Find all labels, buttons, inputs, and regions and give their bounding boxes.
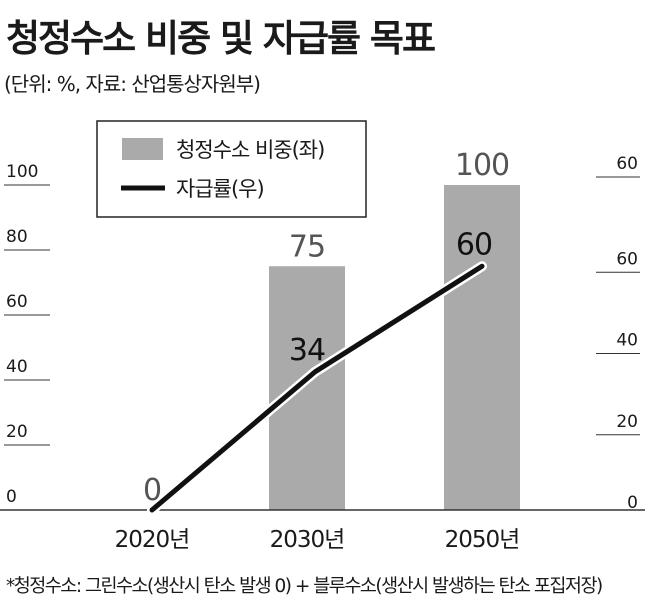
line-series	[147, 261, 487, 515]
bar-value-label: 75	[289, 229, 325, 264]
left-tick-label: 80	[6, 227, 28, 247]
bar-value-label: 100	[455, 148, 509, 183]
line-value-label: 34	[289, 333, 325, 368]
left-tick-label: 0	[6, 487, 17, 507]
right-tick-label: 0	[627, 493, 638, 513]
right-tick-label: 40	[616, 331, 638, 351]
bar	[269, 266, 345, 510]
category-label: 2030년	[270, 527, 345, 553]
data-labels: 0 75 100 34 60	[143, 148, 510, 508]
chart-subtitle: (단위: %, 자료: 산업통상자원부)	[4, 72, 261, 96]
right-tick-label: 20	[616, 412, 638, 432]
tick-labels: 0 20 40 60 80 100 0 20 40 60 60 2020년 2030년 2050년	[6, 154, 638, 553]
line-value-label: 60	[456, 227, 492, 262]
left-tick-label: 100	[6, 162, 38, 182]
legend-label-line: 자급률(우)	[176, 177, 264, 201]
right-tick-label: 60	[616, 249, 638, 269]
left-tick-label: 60	[6, 292, 28, 312]
bars	[269, 185, 520, 510]
right-tick-label: 60	[616, 154, 638, 174]
footnote: *청정수소: 그린수소(생산시 탄소 발생 0) + 블루수소(생산시 발생하는…	[6, 576, 603, 597]
bar	[444, 185, 520, 510]
left-tick-label: 40	[6, 357, 28, 377]
legend-swatch-bar	[122, 138, 163, 160]
category-label: 2020년	[115, 527, 190, 553]
category-label: 2050년	[445, 527, 520, 553]
chart-title: 청정수소 비중 및 자급률 목표	[6, 17, 436, 60]
legend-label-bar: 청정수소 비중(좌)	[176, 138, 324, 162]
tick-marks	[4, 176, 640, 446]
legend-box	[96, 120, 367, 218]
bar-value-label: 0	[143, 473, 161, 508]
left-tick-label: 20	[6, 422, 28, 442]
line-path	[149, 263, 485, 513]
legend: 청정수소 비중(좌) 자급률(우)	[96, 120, 367, 218]
